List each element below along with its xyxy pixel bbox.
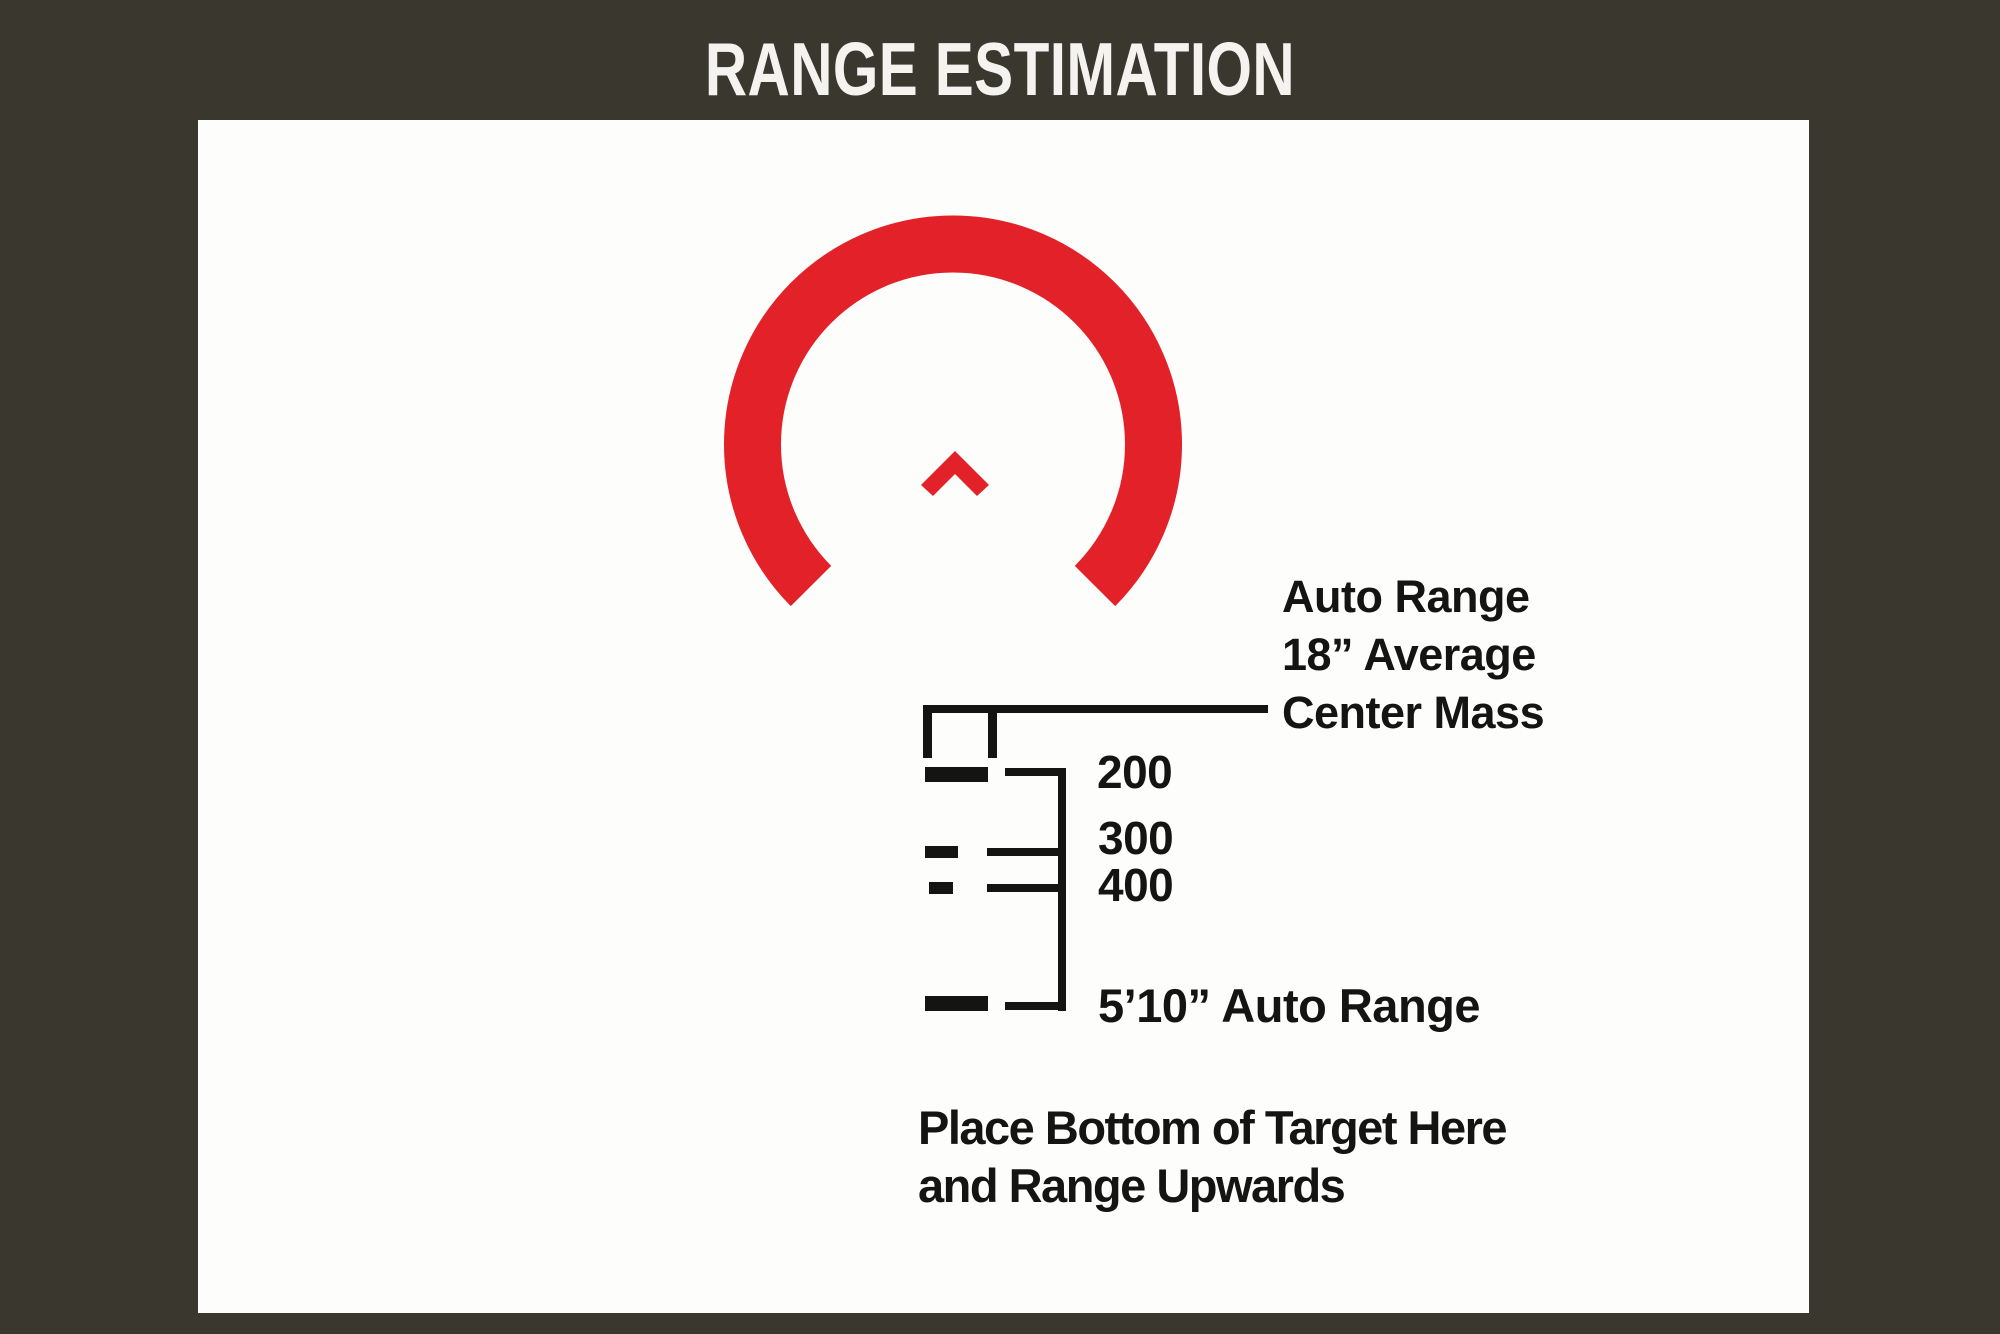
- center-mass-callout-line-1: Auto Range: [1282, 571, 1530, 622]
- instruction-text: Place Bottom of Target Here and Range Up…: [918, 1099, 1508, 1215]
- horseshoe-arc-icon: [724, 215, 1182, 607]
- range-label-400: 400: [1098, 859, 1174, 911]
- center-mass-callout-line-2: 18” Average: [1282, 629, 1536, 680]
- chevron-up-icon: [921, 451, 989, 496]
- range-label-auto-range: 5’10” Auto Range: [1098, 979, 1481, 1032]
- range-label-300: 300: [1098, 812, 1174, 864]
- range-ladder-bracket: [1058, 768, 1066, 1011]
- page-title: RANGE ESTIMATION: [704, 27, 1296, 111]
- range-mark-200-bar: [925, 767, 988, 782]
- range-mark-400-bar: [929, 882, 953, 894]
- range-mark-200-connector: [1005, 768, 1058, 776]
- center-mass-callout-line-3: Center Mass: [1282, 687, 1545, 738]
- range-mark-auto-bar: [925, 996, 988, 1011]
- center-mass-callout: Auto Range 18” Average Center Mass: [1282, 568, 1545, 742]
- instruction-line-2: and Range Upwards: [918, 1159, 1346, 1212]
- center-mass-pointer-line: [923, 705, 1268, 713]
- range-mark-300-bar: [925, 846, 958, 858]
- instruction-line-1: Place Bottom of Target Here: [918, 1101, 1508, 1154]
- range-mark-auto-connector: [1005, 1002, 1058, 1010]
- bracket-tick-left: [923, 705, 932, 758]
- range-label-200: 200: [1097, 746, 1173, 798]
- diagram-panel: [198, 120, 1809, 1313]
- range-mark-300-connector: [987, 848, 1058, 856]
- bracket-tick-right: [988, 705, 997, 758]
- range-mark-400-connector: [987, 884, 1058, 892]
